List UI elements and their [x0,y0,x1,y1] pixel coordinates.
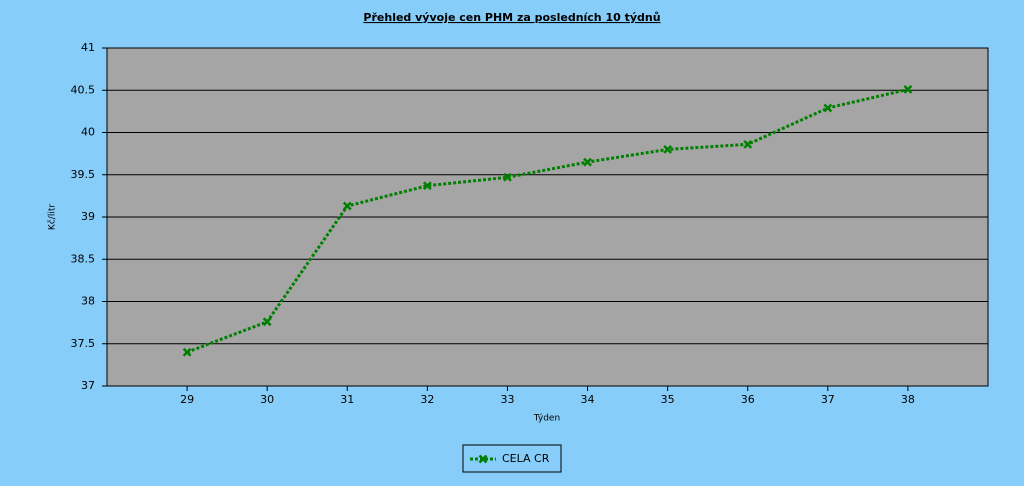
legend-marker [478,454,488,464]
x-tick-label: 38 [901,393,915,406]
y-tick-label: 37.5 [71,337,96,350]
data-point [182,347,192,357]
y-tick-label: 37 [81,379,95,392]
x-tick-label: 33 [500,393,514,406]
y-tick-label: 39.5 [71,168,96,181]
y-tick-label: 39 [81,210,95,223]
data-point [663,145,673,154]
x-tick-label: 31 [340,393,354,406]
x-tick-label: 37 [821,393,835,406]
x-tick-label: 29 [180,393,194,406]
data-point [743,139,753,149]
data-point [422,181,432,191]
data-point [903,85,913,94]
x-axis-label: Týden [533,414,560,424]
legend-label: CELA CR [502,452,550,465]
chart-title: Přehled vývoje cen PHM za posledních 10 … [363,11,660,24]
x-tick-label: 34 [581,393,595,406]
y-axis-label: Kč/litr [47,204,58,230]
y-tick-label: 38.5 [71,252,96,265]
y-tick-label: 41 [81,41,95,54]
y-tick-label: 38 [81,295,95,308]
y-tick-label: 40 [81,126,95,139]
data-point [342,201,352,211]
data-point [503,172,512,182]
data-point [583,157,592,167]
x-tick-label: 36 [741,393,755,406]
legend-box [462,444,562,473]
x-tick-label: 35 [661,393,675,406]
data-point [823,103,833,113]
data-point [262,317,272,327]
x-tick-label: 32 [420,393,434,406]
y-tick-label: 40.5 [71,83,96,96]
x-tick-label: 30 [260,393,274,406]
series-line [186,87,909,354]
